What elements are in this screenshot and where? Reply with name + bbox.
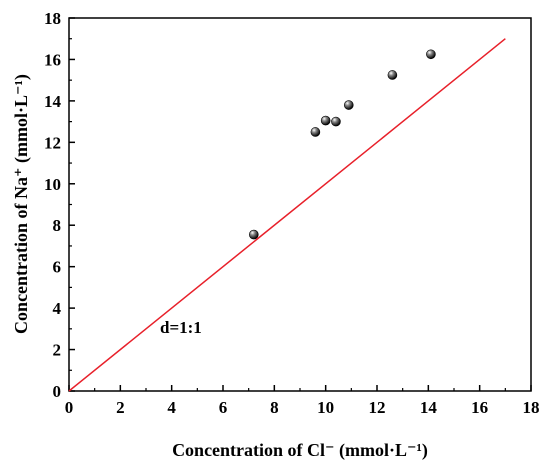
x-tick-label: 14 [420, 398, 438, 417]
y-tick-label: 2 [53, 341, 62, 360]
y-tick-label: 12 [44, 133, 61, 152]
reference-line-group [68, 38, 506, 392]
y-axis-label: Concentration of Na⁺ (mmol·L⁻¹) [11, 74, 32, 334]
data-point [343, 100, 354, 110]
y-tick-label: 8 [53, 216, 62, 235]
x-tick-label: 10 [317, 398, 334, 417]
y-tick-label: 16 [44, 50, 61, 69]
data-point [249, 229, 259, 240]
y-tick-label: 10 [44, 175, 61, 194]
data-point [331, 116, 341, 127]
x-axis-ticks: 0 2 4 6 8 10 12 14 16 18 [65, 385, 540, 417]
x-tick-label: 12 [369, 398, 386, 417]
y-tick-label: 6 [53, 258, 62, 277]
reference-line-label: d=1:1 [160, 318, 202, 337]
data-point [310, 127, 321, 137]
y-tick-label: 18 [44, 9, 61, 28]
x-tick-label: 8 [270, 398, 279, 417]
y-tick-label: 14 [44, 92, 62, 111]
y-tick-label: 0 [53, 382, 62, 401]
data-point [387, 70, 398, 80]
x-axis-label: Concentration of Cl⁻ (mmol·L⁻¹) [172, 440, 428, 461]
reference-line [68, 38, 506, 392]
y-axis-ticks: 0 2 4 6 8 10 12 14 16 18 [44, 9, 75, 401]
x-tick-label: 16 [471, 398, 488, 417]
data-point [320, 115, 331, 126]
x-tick-label: 6 [219, 398, 228, 417]
x-tick-label: 4 [167, 398, 176, 417]
y-tick-label: 4 [53, 299, 62, 318]
x-tick-label: 2 [116, 398, 125, 417]
x-tick-label: 18 [523, 398, 540, 417]
data-point [426, 49, 436, 60]
data-points [249, 49, 436, 240]
x-tick-label: 0 [65, 398, 74, 417]
